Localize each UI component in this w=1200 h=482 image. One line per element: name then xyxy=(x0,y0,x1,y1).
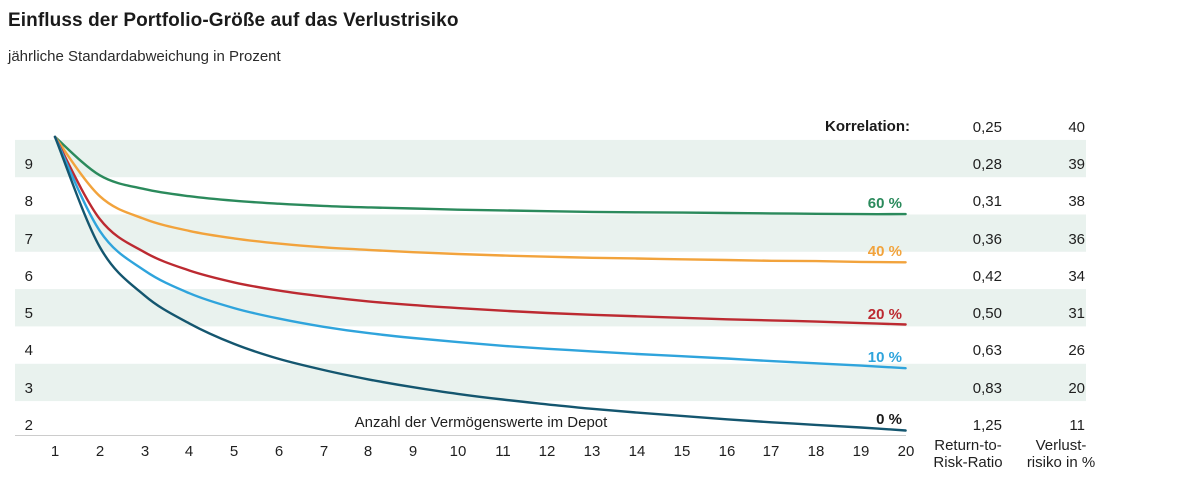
x-tick-label: 16 xyxy=(718,443,736,460)
x-tick-label: 9 xyxy=(408,443,418,460)
return-to-risk-ratio-value: 1,25 xyxy=(972,417,1002,434)
series-line-40% xyxy=(53,135,907,264)
risk-footer-line2: risiko in % xyxy=(1026,453,1096,471)
return-to-risk-ratio-value: 0,42 xyxy=(972,268,1002,285)
x-tick-label: 6 xyxy=(274,443,284,460)
chart-title: Einfluss der Portfolio-Größe auf das Ver… xyxy=(8,10,459,31)
verlustrisiko-value: 40 xyxy=(1068,119,1085,136)
curve-label-0: 0 % xyxy=(876,411,902,428)
row-stripe xyxy=(15,363,1086,402)
verlustrisiko-value: 26 xyxy=(1068,342,1085,359)
x-tick-label: 15 xyxy=(673,443,691,460)
return-to-risk-ratio-value: 0,36 xyxy=(972,231,1002,248)
curve-label-20: 20 % xyxy=(867,306,902,323)
series-line-60% xyxy=(53,135,907,216)
chart-subtitle: jährliche Standardabweichung in Prozent xyxy=(8,48,281,65)
verlustrisiko-value: 36 xyxy=(1068,231,1085,248)
y-tick-label: 3 xyxy=(24,380,33,397)
correlation-header: Korrelation: xyxy=(824,118,910,135)
return-to-risk-ratio-value: 0,31 xyxy=(972,193,1002,210)
row-stripe xyxy=(15,214,1086,252)
x-tick-label: 19 xyxy=(852,443,870,460)
series-line-20% xyxy=(53,135,907,326)
return-to-risk-ratio-value: 0,63 xyxy=(972,342,1002,359)
return-to-risk-ratio-value: 0,28 xyxy=(972,156,1002,173)
return-to-risk-ratio-value: 0,50 xyxy=(972,305,1002,322)
x-tick-label: 2 xyxy=(95,443,105,460)
x-axis-label: Anzahl der Vermögenswerte im Depot xyxy=(354,414,608,431)
row-stripe xyxy=(15,289,1086,327)
verlustrisiko-value: 34 xyxy=(1068,268,1085,285)
y-tick-label: 6 xyxy=(24,268,33,285)
x-tick-label: 1 xyxy=(50,443,60,460)
y-tick-label: 4 xyxy=(24,342,33,359)
verlustrisiko-value: 38 xyxy=(1068,193,1085,210)
verlustrisiko-value: 31 xyxy=(1068,305,1085,322)
return-to-risk-ratio-value: 0,83 xyxy=(972,380,1002,397)
x-tick-label: 20 xyxy=(897,443,915,460)
x-tick-label: 10 xyxy=(449,443,467,460)
x-tick-label: 3 xyxy=(140,443,150,460)
ratio-footer-line2: Risk-Ratio xyxy=(933,453,1003,471)
curve-label-60: 60 % xyxy=(867,195,902,212)
x-tick-label: 17 xyxy=(762,443,780,460)
x-tick-label: 7 xyxy=(319,443,329,460)
series-line-0% xyxy=(53,135,907,432)
risk-footer-line1: Verlust- xyxy=(1035,437,1087,454)
return-to-risk-ratio-value: 0,25 xyxy=(972,119,1002,136)
verlustrisiko-value: 11 xyxy=(1069,417,1085,434)
ratio-footer-line1: Return-to- xyxy=(934,437,1002,454)
x-tick-label: 18 xyxy=(807,443,825,460)
x-tick-label: 8 xyxy=(363,443,373,460)
verlustrisiko-value: 39 xyxy=(1068,156,1085,173)
y-tick-label: 7 xyxy=(24,231,33,248)
x-tick-label: 12 xyxy=(538,443,556,460)
x-tick-label: 5 xyxy=(229,443,239,460)
x-tick-label: 11 xyxy=(495,443,511,460)
y-tick-label: 2 xyxy=(24,417,33,434)
x-tick-label: 13 xyxy=(583,443,601,460)
x-tick-label: 4 xyxy=(184,443,194,460)
y-tick-label: 5 xyxy=(24,305,33,322)
y-tick-label: 9 xyxy=(24,156,33,173)
x-tick-label: 14 xyxy=(628,443,646,460)
curve-label-10: 10 % xyxy=(867,349,902,366)
series-line-10% xyxy=(53,135,907,370)
risk-column-footer: Verlust- risiko in % xyxy=(991,437,1131,471)
ratio-column-footer: Return-to- Risk-Ratio xyxy=(898,437,1038,471)
row-stripe xyxy=(15,139,1086,178)
curve-label-40: 40 % xyxy=(867,243,902,260)
verlustrisiko-value: 20 xyxy=(1068,380,1085,397)
y-tick-label: 8 xyxy=(24,193,33,210)
